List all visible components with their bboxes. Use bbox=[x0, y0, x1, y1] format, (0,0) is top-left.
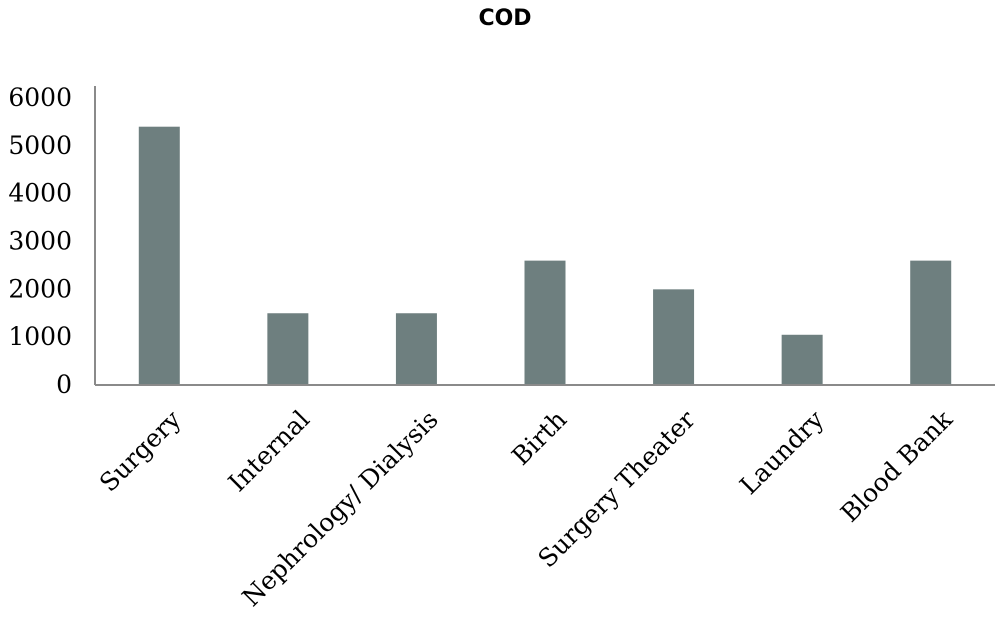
y-tick-label: 5000 bbox=[8, 131, 72, 160]
bar bbox=[910, 260, 952, 385]
bar bbox=[395, 313, 437, 385]
bar bbox=[138, 126, 180, 385]
chart-title: COD bbox=[478, 6, 531, 31]
x-category-label: Laundry bbox=[734, 404, 830, 500]
x-category-label: Surgery bbox=[94, 404, 187, 497]
y-axis-ticks: 0 1000 2000 3000 4000 5000 6000 bbox=[8, 83, 72, 399]
x-category-label: Birth bbox=[506, 405, 572, 471]
y-tick-label: 3000 bbox=[8, 227, 72, 256]
bar bbox=[653, 289, 695, 385]
bars-group bbox=[138, 126, 952, 385]
y-tick-label: 1000 bbox=[8, 322, 72, 351]
bar bbox=[267, 313, 309, 385]
y-tick-label: 2000 bbox=[8, 274, 72, 303]
y-tick-label: 0 bbox=[56, 370, 72, 399]
bar bbox=[781, 334, 823, 385]
y-tick-label: 6000 bbox=[8, 83, 72, 112]
bar bbox=[524, 260, 566, 385]
x-category-label: Blood Bank bbox=[835, 404, 959, 528]
y-tick-label: 4000 bbox=[8, 179, 72, 208]
x-category-label: Internal bbox=[223, 405, 315, 497]
